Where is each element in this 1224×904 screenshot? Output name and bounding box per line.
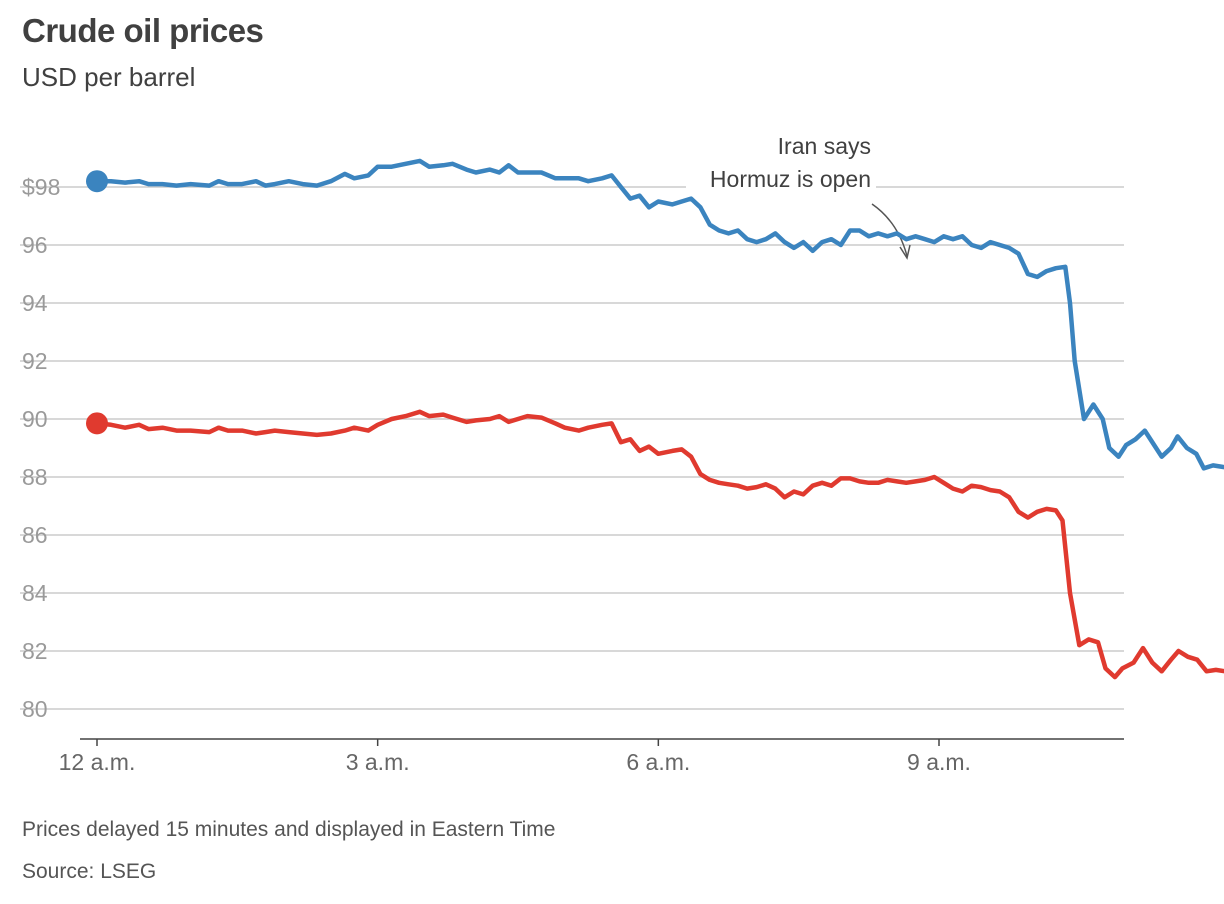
chart-source: Source: LSEG — [22, 860, 157, 883]
chart-title: Crude oil prices — [22, 12, 264, 49]
chart-footnote: Prices delayed 15 minutes and displayed … — [22, 818, 556, 841]
y-tick-label: $98 — [22, 174, 60, 200]
annotation: Iran says Hormuz is open — [686, 133, 911, 260]
y-tick-label: 94 — [22, 290, 48, 316]
annotation-text-line-1: Iran says — [778, 133, 871, 159]
y-tick-label: 88 — [22, 464, 48, 490]
x-tick-label: 9 a.m. — [907, 749, 971, 775]
y-tick-label: 84 — [22, 580, 48, 606]
x-axis-ticks: 12 a.m. 3 a.m. 6 a.m. 9 a.m. — [59, 739, 971, 775]
wti-line — [94, 409, 1224, 680]
brent-start-marker — [86, 170, 108, 193]
y-tick-label: 82 — [22, 638, 48, 664]
wti-start-marker — [86, 412, 108, 435]
grid-lines — [20, 186, 1124, 740]
y-tick-label: 80 — [22, 696, 48, 722]
chart-subtitle: USD per barrel — [22, 62, 196, 92]
y-tick-label: 92 — [22, 348, 48, 374]
x-tick-label: 6 a.m. — [626, 749, 690, 775]
y-tick-label: 96 — [22, 232, 48, 258]
y-tick-label: 90 — [22, 406, 48, 432]
brent-line — [94, 158, 1224, 471]
annotation-text-line-2: Hormuz is open — [710, 166, 871, 192]
series-lines — [86, 158, 1224, 680]
y-tick-label: 86 — [22, 522, 48, 548]
x-tick-label: 12 a.m. — [59, 749, 136, 775]
x-tick-label: 3 a.m. — [346, 749, 410, 775]
annotation-bg — [686, 168, 876, 194]
annotation-arrowhead — [899, 244, 911, 260]
annotation-arrow — [871, 203, 908, 257]
y-axis-ticks: $98 96 94 92 90 88 86 84 82 80 — [22, 174, 60, 722]
